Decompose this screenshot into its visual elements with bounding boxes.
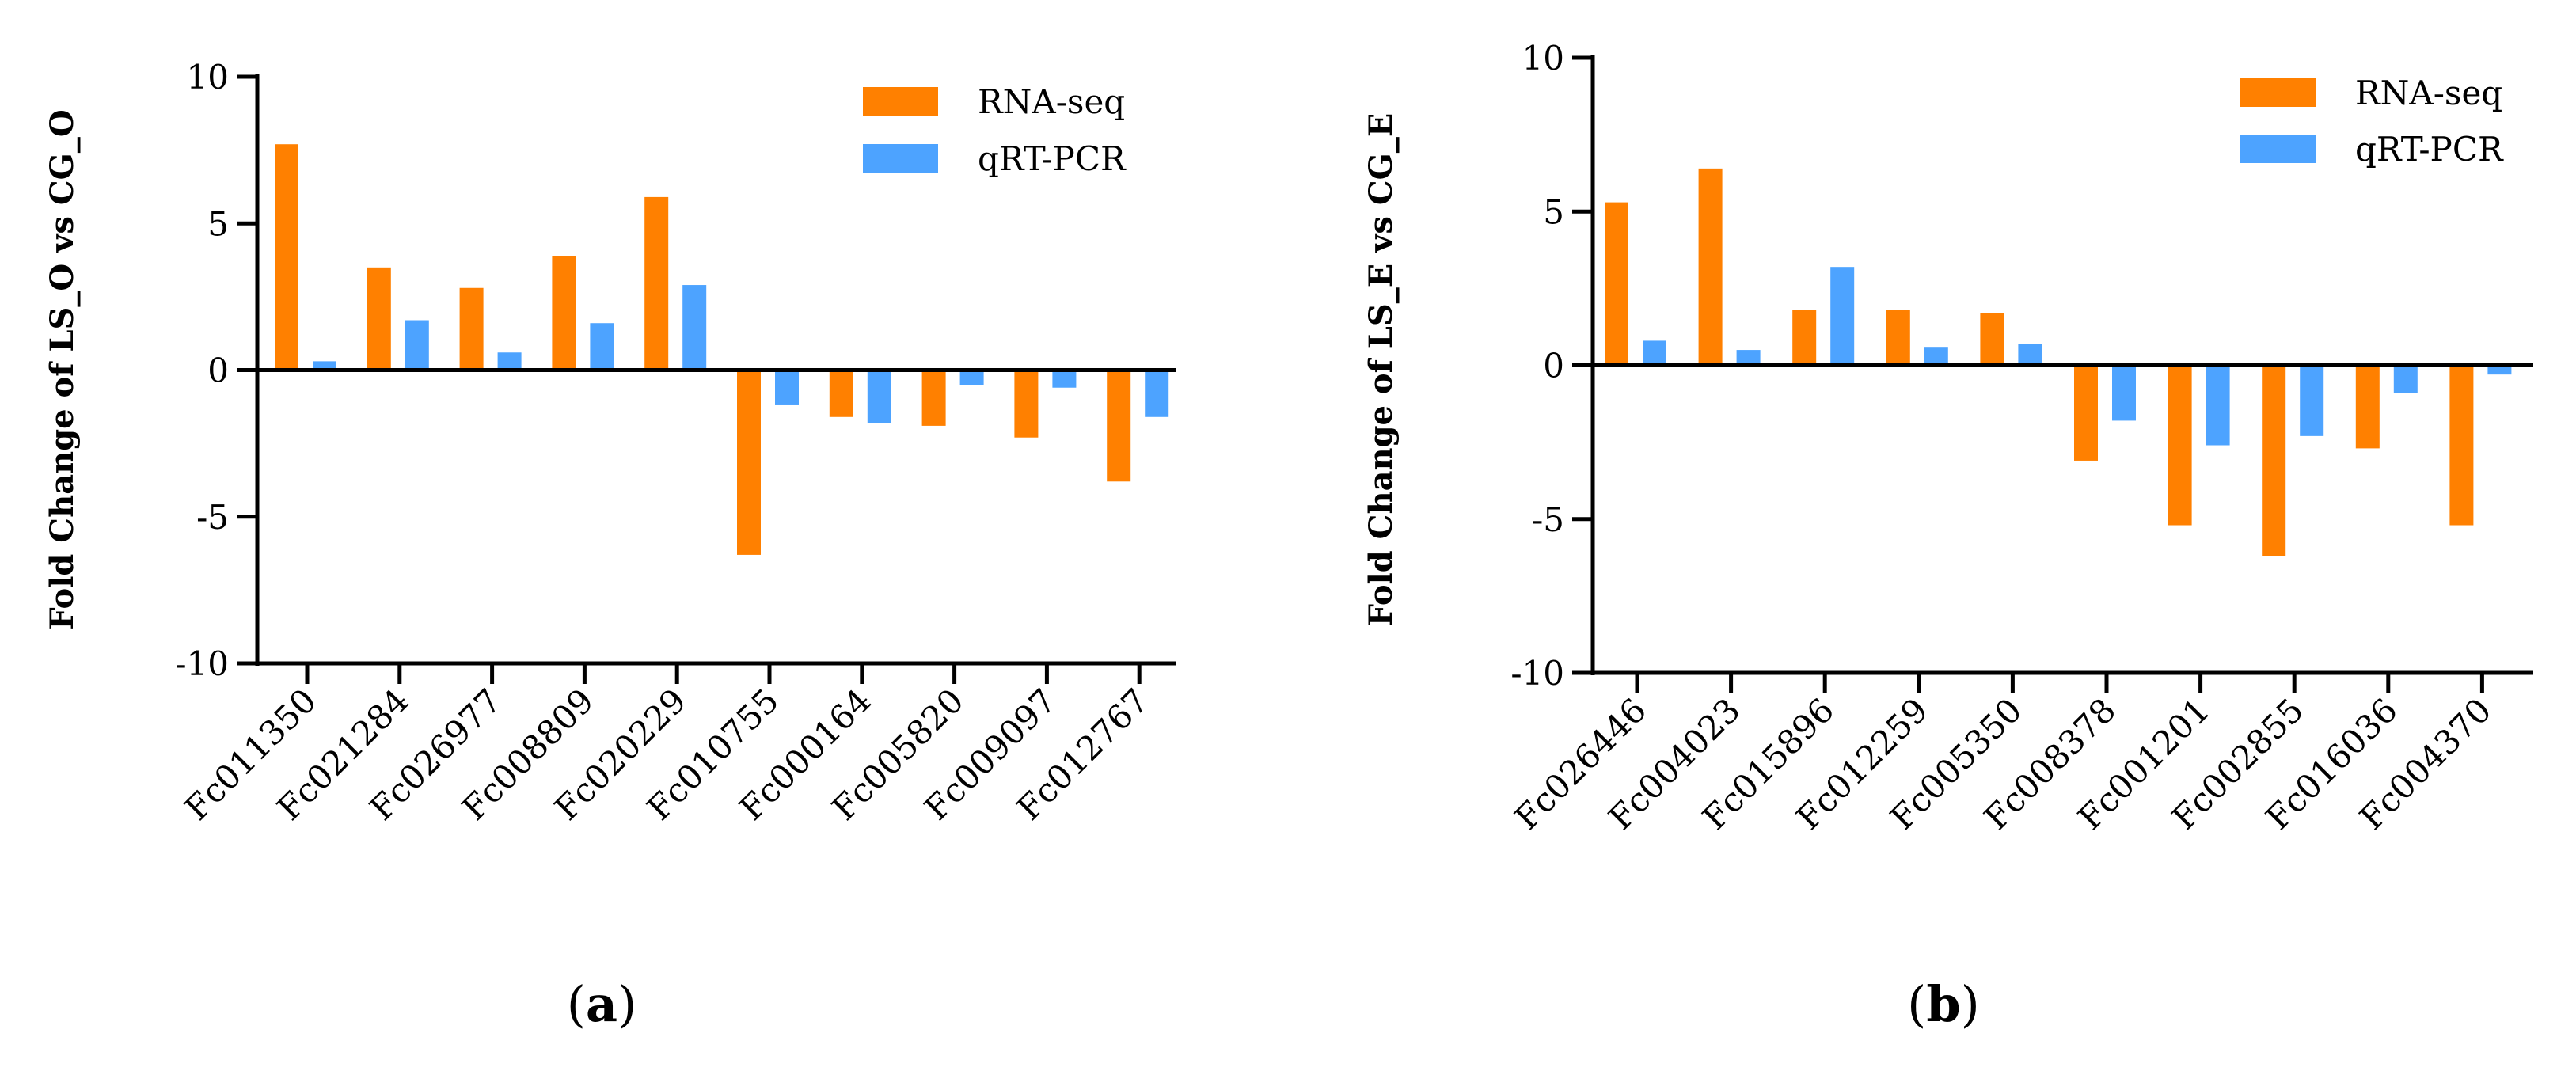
panel-label-close: ) xyxy=(617,975,636,1033)
rna-seq-bar xyxy=(2074,365,2098,461)
rna-seq-bar xyxy=(367,267,391,370)
qrt-pcr-bar xyxy=(2487,365,2512,375)
rna-seq-bar xyxy=(737,370,761,555)
y-tick-label: 5 xyxy=(1543,192,1564,231)
panel-label-close: ) xyxy=(1961,975,1980,1033)
y-tick-label: 10 xyxy=(1522,39,1564,78)
qrt-pcr-bar xyxy=(1052,370,1077,388)
qrt-pcr-bar xyxy=(2393,365,2418,393)
qrt-pcr-bar xyxy=(1736,350,1761,366)
rna-seq-bar xyxy=(829,370,853,417)
rna-seq-bar xyxy=(1886,310,1910,366)
rna-seq-bar xyxy=(2355,365,2380,449)
rna-seq-bar xyxy=(1107,370,1131,482)
rna-seq-bar xyxy=(644,196,669,370)
y-axis-title: Fold Change of LS_E vs CG_E xyxy=(1362,113,1400,627)
rna-seq-bar xyxy=(275,144,298,370)
qrt-pcr-bar xyxy=(959,370,984,385)
qrt-pcr-bar xyxy=(775,370,799,405)
panel-label-letter: b xyxy=(1926,975,1960,1033)
rna-seq-bar xyxy=(1014,370,1039,438)
y-axis-title: Fold Change of LS_O vs CG_O xyxy=(44,109,81,629)
qrt-pcr-bar xyxy=(2206,365,2230,446)
rna-seq-bar xyxy=(459,287,484,370)
y-tick-label: 5 xyxy=(207,204,229,243)
rna-seq-legend-swatch xyxy=(2240,78,2316,107)
rna-seq-bar xyxy=(2262,365,2286,556)
y-tick-label: -10 xyxy=(175,644,229,683)
rna-seq-bar xyxy=(1605,202,1628,366)
qrt-pcr-bar xyxy=(2300,365,2324,436)
y-tick-label: 0 xyxy=(1543,347,1564,385)
rna-seq-bar xyxy=(921,370,946,426)
rna-seq-legend-swatch xyxy=(863,87,938,116)
panel-label-open: ( xyxy=(567,975,586,1033)
rna-seq-bar xyxy=(2168,365,2192,526)
chart-panel-a: 1050-5-10Fc011350Fc021284Fc026977Fc00880… xyxy=(44,58,1176,1033)
qrt-pcr-legend-swatch xyxy=(2240,135,2316,163)
panel-label: (b) xyxy=(1907,975,1980,1033)
qrt-pcr-bar xyxy=(497,352,522,370)
rna-seq-bar xyxy=(2449,365,2474,526)
y-tick-label: -10 xyxy=(1510,654,1564,693)
rna-seq-bar xyxy=(1698,168,1723,366)
qrt-pcr-bar xyxy=(313,361,336,370)
qrt-pcr-bar xyxy=(1830,267,1855,366)
panel-label: (a) xyxy=(567,975,637,1033)
legend-label: RNA-seq xyxy=(2355,74,2502,112)
rna-seq-bar xyxy=(1980,313,2004,366)
qrt-pcr-bar xyxy=(590,323,614,370)
chart-panel-b: 1050-5-10Fc026446Fc004023Fc015896Fc01225… xyxy=(1362,39,2533,1033)
qrt-pcr-bar xyxy=(867,370,891,423)
qrt-pcr-bar xyxy=(405,320,429,370)
panel-label-open: ( xyxy=(1907,975,1926,1033)
y-tick-label: 10 xyxy=(187,58,229,97)
qrt-pcr-bar xyxy=(2112,365,2136,421)
qrt-pcr-bar xyxy=(2018,344,2042,366)
qrt-pcr-bar xyxy=(682,285,707,370)
legend-label: RNA-seq xyxy=(978,82,1125,121)
qrt-pcr-bar xyxy=(1924,347,1948,366)
qrt-pcr-legend-swatch xyxy=(863,144,938,173)
qrt-pcr-bar xyxy=(1145,370,1169,417)
qrt-pcr-bar xyxy=(1643,340,1666,366)
y-tick-label: -5 xyxy=(196,498,229,537)
legend-label: qRT-PCR xyxy=(2355,130,2504,169)
legend-label: qRT-PCR xyxy=(978,139,1127,178)
rna-seq-bar xyxy=(1792,310,1817,366)
panel-label-letter: a xyxy=(586,975,617,1033)
y-tick-label: -5 xyxy=(1532,500,1564,539)
rna-seq-bar xyxy=(552,256,576,370)
y-tick-label: 0 xyxy=(207,351,229,390)
